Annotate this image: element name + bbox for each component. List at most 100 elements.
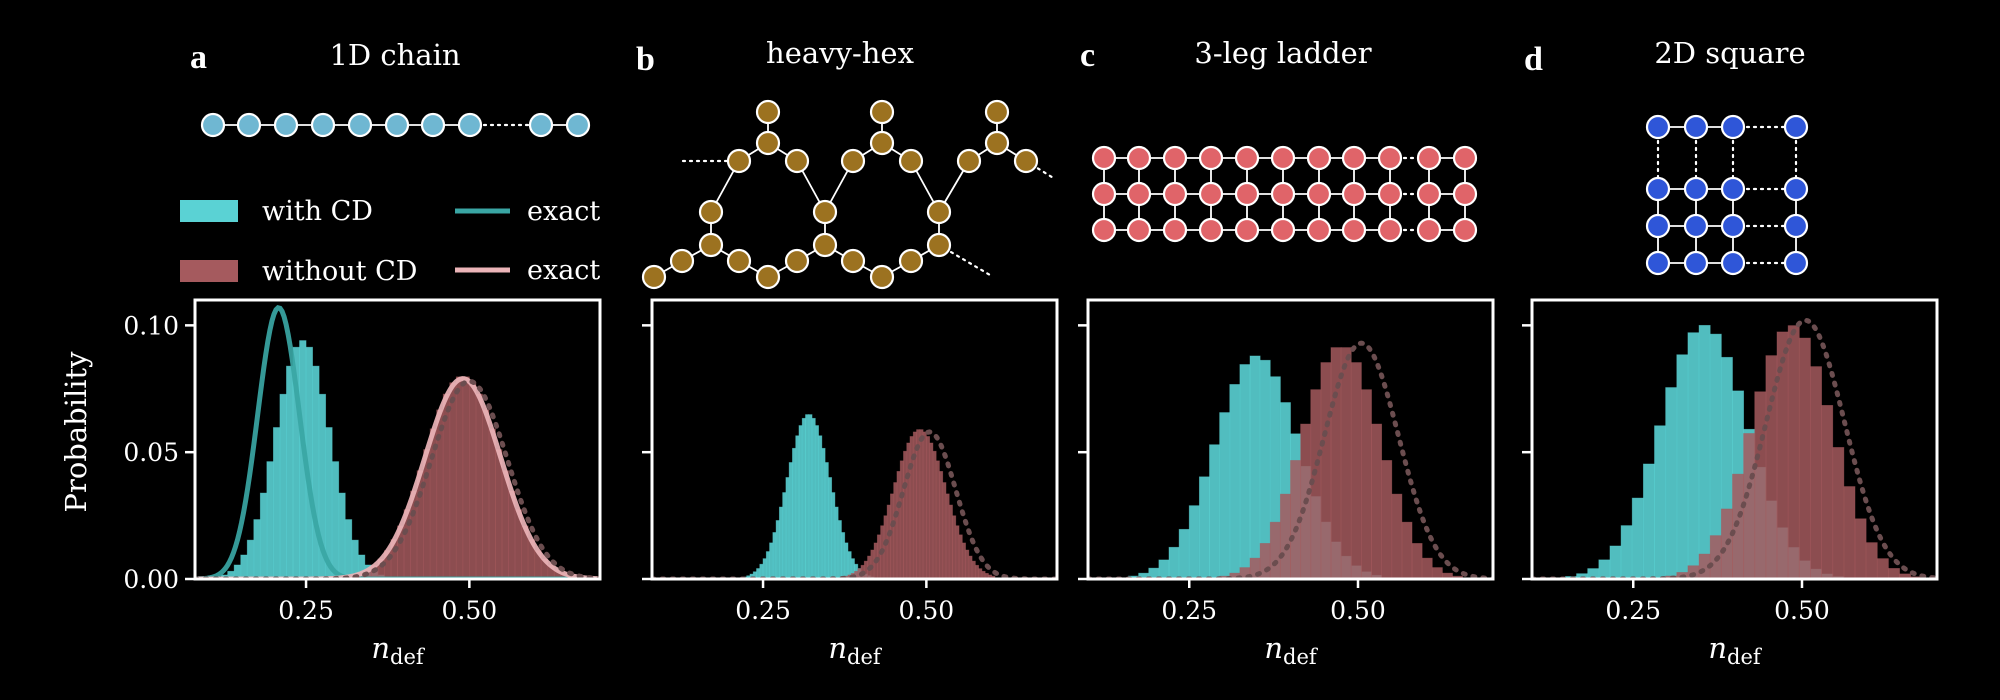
heavy-hex-node: [755, 130, 781, 156]
histogram-bar-without-cd: [1832, 447, 1845, 579]
histogram-bar-with-cd: [837, 520, 842, 579]
panel-letter-c: c: [1080, 37, 1095, 74]
lattice-heavy-hex: [641, 99, 1057, 290]
heavy-hex-node: [812, 199, 838, 225]
y-tick-label: 0.10: [123, 311, 179, 340]
ladder-node: [1234, 217, 1260, 243]
square-node: [1720, 213, 1746, 239]
ladder-node: [1452, 217, 1478, 243]
x-tick-label: 0.50: [1774, 596, 1830, 625]
chain-node: [420, 112, 446, 138]
heavy-hex-node: [869, 130, 895, 156]
histogram-bar-without-cd: [1269, 521, 1281, 579]
chain-node: [347, 112, 373, 138]
histogram-bar-without-cd: [482, 409, 490, 579]
histogram-bar-without-cd: [890, 493, 895, 579]
heavy-hex-node: [641, 264, 667, 290]
histogram-bar-without-cd: [1787, 325, 1800, 579]
histogram-bar-with-cd: [827, 477, 833, 579]
exact-dotted-curve: [195, 378, 600, 579]
histogram-bar-with-cd: [785, 477, 790, 579]
ladder-node: [1306, 145, 1332, 171]
ladder-node: [1198, 181, 1224, 207]
histogram-bar-with-cd: [756, 568, 761, 579]
x-axis-label: ndef: [1264, 631, 1319, 669]
square-node: [1645, 250, 1671, 276]
histogram-bar-with-cd: [266, 461, 274, 579]
histogram-bar-with-cd: [811, 417, 816, 579]
x-axis-label: ndef: [371, 631, 426, 669]
plot-area: [1532, 317, 1937, 579]
square-node: [1720, 176, 1746, 202]
y-tick-label: 0.00: [123, 565, 179, 594]
chain-node: [200, 112, 226, 138]
histogram-bar-with-cd: [795, 435, 800, 579]
x-tick-label: 0.50: [442, 596, 498, 625]
heavy-hex-node: [926, 199, 952, 225]
histogram-bar-with-cd: [1631, 497, 1644, 579]
square-node: [1683, 250, 1709, 276]
heavy-hex-node: [840, 248, 866, 274]
histogram-bar-with-cd: [1687, 332, 1700, 579]
histogram-bar-with-cd: [344, 519, 353, 579]
histogram-bar-with-cd: [808, 414, 813, 579]
histogram-bar-with-cd: [1188, 505, 1200, 579]
histogram-bar-without-cd: [1810, 366, 1822, 579]
axes-frame: [193, 298, 602, 581]
axes-frame: [1530, 298, 1939, 581]
ladder-node: [1341, 217, 1367, 243]
histogram-bar-with-cd: [279, 393, 287, 579]
histogram-bar-with-cd: [1609, 545, 1622, 579]
histogram-bar-without-cd: [916, 429, 921, 579]
histogram-bar-with-cd: [792, 447, 797, 579]
legend-swatch-without-cd: [180, 260, 238, 282]
exact-curve-without-cd: [195, 376, 600, 579]
ladder-node: [1126, 145, 1152, 171]
ladder-node: [1198, 145, 1224, 171]
heavy-hex-node: [926, 232, 952, 258]
ladder-node: [1306, 181, 1332, 207]
histogram-bar-without-cd: [961, 542, 966, 579]
square-node: [1645, 213, 1671, 239]
legend-label-with-cd: with CD: [262, 196, 373, 227]
histogram-bar-with-cd: [1598, 559, 1611, 579]
heavy-hex-node: [984, 99, 1010, 125]
histogram-bar-without-cd: [883, 515, 888, 579]
histogram-bar-without-cd: [1732, 473, 1745, 579]
histogram-bar-without-cd: [1876, 558, 1889, 579]
histogram-bar-without-cd: [1421, 557, 1433, 579]
histogram-bar-without-cd: [468, 382, 477, 579]
histogram-bar-without-cd: [1371, 423, 1383, 579]
histogram-bar-without-cd: [863, 560, 868, 579]
plot-area: [195, 304, 600, 579]
histogram-bar-without-cd: [952, 515, 957, 579]
histogram-bar-without-cd: [1888, 568, 1900, 579]
chain-node: [236, 112, 262, 138]
histogram-bar-with-cd: [1620, 525, 1633, 579]
panel-title-a: 1D chain: [329, 38, 460, 72]
ladder-node: [1198, 217, 1224, 243]
square-node: [1783, 213, 1809, 239]
heavy-hex-node: [1013, 148, 1039, 174]
legend: with CD exact without CD exact: [180, 196, 600, 287]
histogram-bar-with-cd: [1198, 476, 1210, 579]
square-node: [1683, 176, 1709, 202]
histogram-bar-with-cd: [1178, 528, 1190, 579]
chart-panel-b: 0.25 0.50 ndef: [642, 298, 1059, 669]
histogram-bar-with-cd: [775, 520, 780, 579]
histogram-bar-without-cd: [455, 376, 464, 579]
square-node: [1783, 176, 1809, 202]
heavy-hex-node: [726, 148, 752, 174]
histogram-bar-without-cd: [1391, 493, 1403, 579]
histogram-bar-without-cd: [1279, 493, 1291, 579]
ladder-node: [1377, 217, 1403, 243]
histogram-bar-without-cd: [929, 442, 934, 579]
x-tick-label: 0.25: [1161, 596, 1217, 625]
exact-dotted-curve: [1532, 317, 1937, 579]
histogram-bar-without-cd: [1865, 542, 1878, 579]
histogram-bar-with-cd: [765, 551, 770, 579]
histogram-bar-without-cd: [968, 555, 973, 579]
histogram-bar-without-cd: [1798, 337, 1811, 579]
heavy-hex-node: [784, 248, 810, 274]
